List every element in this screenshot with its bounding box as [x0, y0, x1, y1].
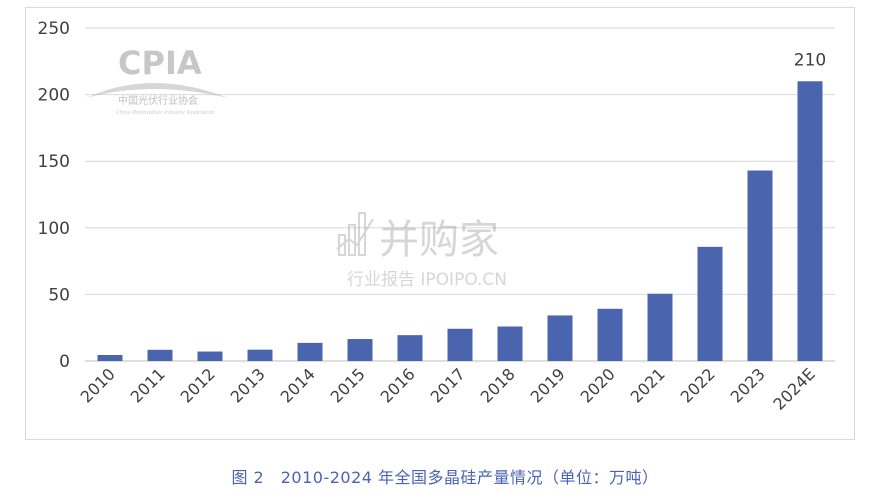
bar: [147, 349, 173, 361]
x-tick-label: 2014: [277, 364, 319, 406]
svg-text:中国光伏行业协会: 中国光伏行业协会: [118, 94, 198, 107]
x-tick-label: 2013: [227, 364, 269, 406]
y-tick-label: 50: [48, 285, 70, 305]
x-tick-label: 2016: [377, 364, 419, 406]
bar: [447, 328, 473, 361]
x-tick-label: 2021: [627, 364, 669, 406]
bar: [747, 170, 773, 361]
x-tick-label: 2019: [527, 364, 569, 406]
y-tick-label: 100: [38, 219, 70, 239]
bar: [197, 351, 223, 361]
chart-frame: [25, 7, 855, 440]
x-tick-label: 2011: [127, 364, 169, 406]
bar: [397, 335, 423, 361]
bar: [597, 308, 623, 361]
y-tick-label: 0: [59, 352, 70, 372]
bar: [497, 326, 523, 361]
bar: [797, 81, 823, 361]
x-tick-label: 2018: [477, 364, 519, 406]
x-tick-label: 2024E: [769, 364, 818, 413]
y-tick-label: 150: [38, 152, 70, 172]
svg-text:CPIA: CPIA: [118, 44, 202, 82]
x-tick-label: 2012: [177, 364, 219, 406]
figure-caption: 图 2 2010-2024 年全国多晶硅产量情况（单位：万吨）: [231, 468, 659, 487]
bar: [297, 342, 323, 361]
brand-watermark: 并购家 行业报告 IPOIPO.CN: [335, 205, 565, 295]
bar: [547, 315, 573, 361]
x-tick-label: 2017: [427, 364, 469, 406]
bar: [647, 293, 673, 361]
bar: [97, 355, 123, 361]
x-tick-label: 2010: [77, 364, 119, 406]
y-tick-label: 200: [38, 86, 70, 106]
data-label: 210: [794, 50, 826, 70]
x-tick-label: 2020: [577, 364, 619, 406]
svg-text:并购家: 并购家: [379, 217, 499, 263]
y-tick-label: 250: [38, 19, 70, 39]
x-tick-label: 2015: [327, 364, 369, 406]
svg-text:行业报告 IPOIPO.CN: 行业报告 IPOIPO.CN: [347, 270, 507, 290]
cpia-logo-watermark: CPIA 中国光伏行业协会 China Photovoltaic Industr…: [82, 38, 232, 118]
bar: [347, 339, 373, 361]
x-tick-label: 2023: [727, 364, 769, 406]
bar: [697, 246, 723, 361]
bar: [247, 349, 273, 361]
svg-text:China Photovoltaic Industry As: China Photovoltaic Industry Association: [116, 110, 215, 116]
x-tick-label: 2022: [677, 364, 719, 406]
